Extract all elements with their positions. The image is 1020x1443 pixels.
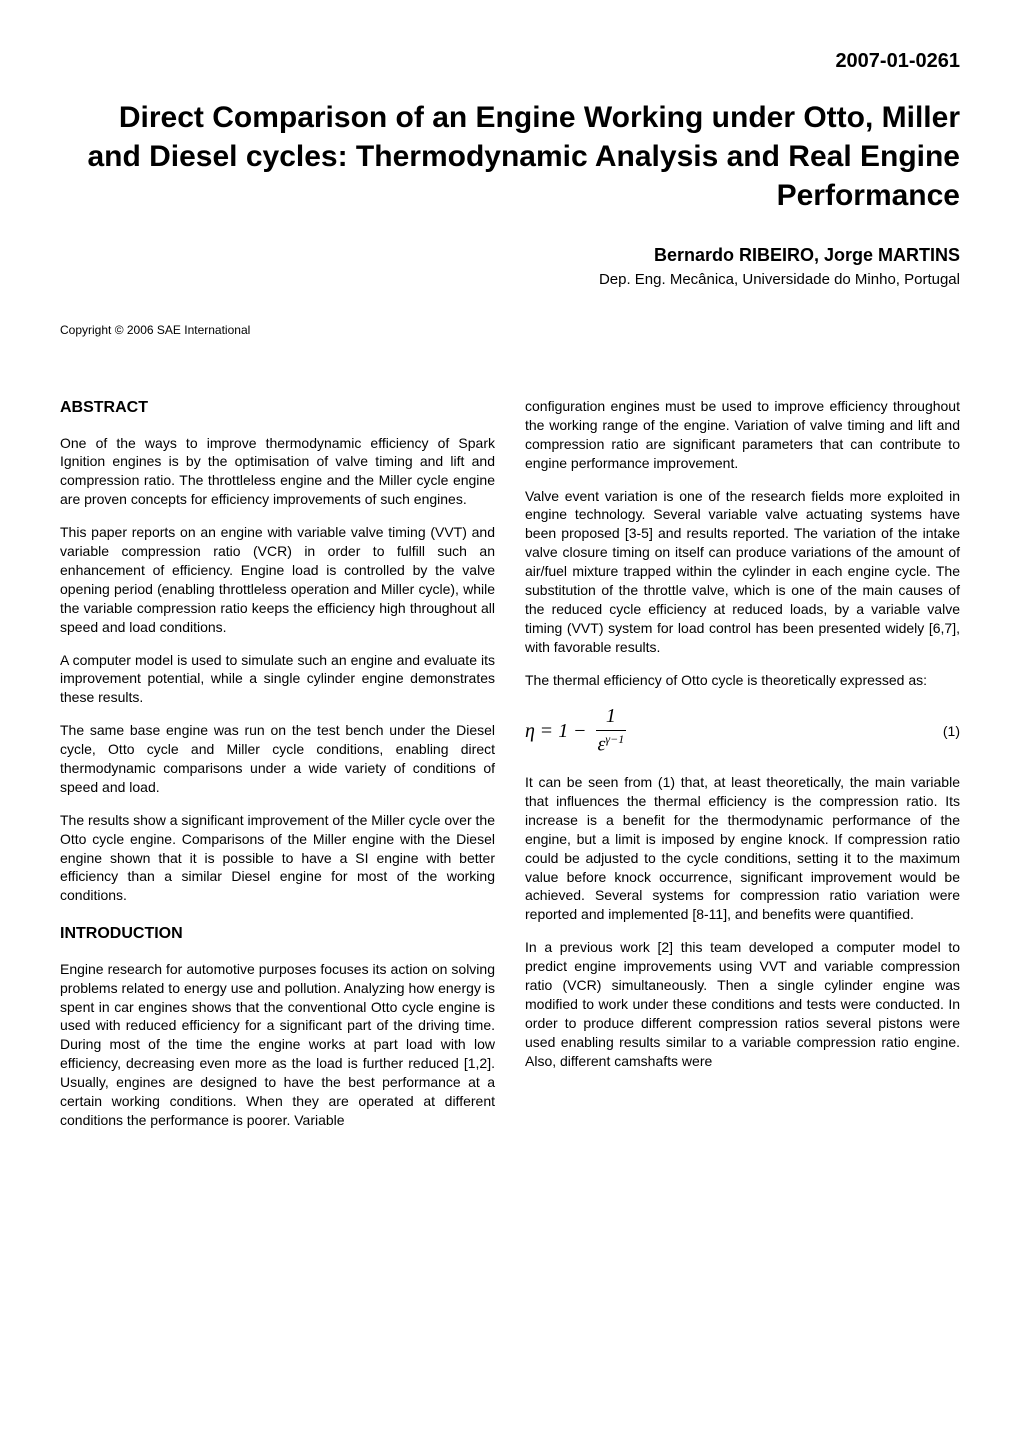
eq-numerator: 1	[596, 703, 626, 731]
intro-p2: Valve event variation is one of the rese…	[525, 487, 960, 657]
intro-p1-part2: configuration engines must be used to im…	[525, 397, 960, 473]
introduction-heading: INTRODUCTION	[60, 923, 495, 945]
abstract-p1: One of the ways to improve thermodynamic…	[60, 434, 495, 510]
eq-denom-exp: γ−1	[605, 732, 624, 746]
paper-title: Direct Comparison of an Engine Working u…	[60, 98, 960, 215]
intro-p4: It can be seen from (1) that, at least t…	[525, 773, 960, 924]
affiliation: Dep. Eng. Mecânica, Universidade do Minh…	[60, 271, 960, 288]
equation-expression: η = 1 − 1 εγ−1	[525, 703, 630, 759]
paper-number: 2007-01-0261	[60, 50, 960, 73]
abstract-p5: The results show a significant improveme…	[60, 811, 495, 905]
abstract-heading: ABSTRACT	[60, 397, 495, 419]
equation-1: η = 1 − 1 εγ−1 (1)	[525, 703, 960, 759]
copyright-notice: Copyright © 2006 SAE International	[60, 323, 960, 337]
eq-fraction: 1 εγ−1	[591, 703, 630, 759]
eq-denominator: εγ−1	[591, 731, 630, 759]
eq-eta: η	[525, 718, 535, 745]
abstract-p3: A computer model is used to simulate suc…	[60, 651, 495, 708]
abstract-p4: The same base engine was run on the test…	[60, 721, 495, 797]
equation-number: (1)	[943, 722, 960, 741]
authors: Bernardo RIBEIRO, Jorge MARTINS	[60, 245, 960, 266]
eq-one: 1	[558, 718, 568, 745]
eq-minus: −	[574, 718, 585, 745]
abstract-p2: This paper reports on an engine with var…	[60, 523, 495, 636]
intro-p1-part1: Engine research for automotive purposes …	[60, 960, 495, 1130]
body-columns: ABSTRACT One of the ways to improve ther…	[60, 397, 960, 1144]
intro-p3: The thermal efficiency of Otto cycle is …	[525, 671, 960, 690]
eq-equals: =	[541, 718, 552, 745]
intro-p5: In a previous work [2] this team develop…	[525, 938, 960, 1070]
